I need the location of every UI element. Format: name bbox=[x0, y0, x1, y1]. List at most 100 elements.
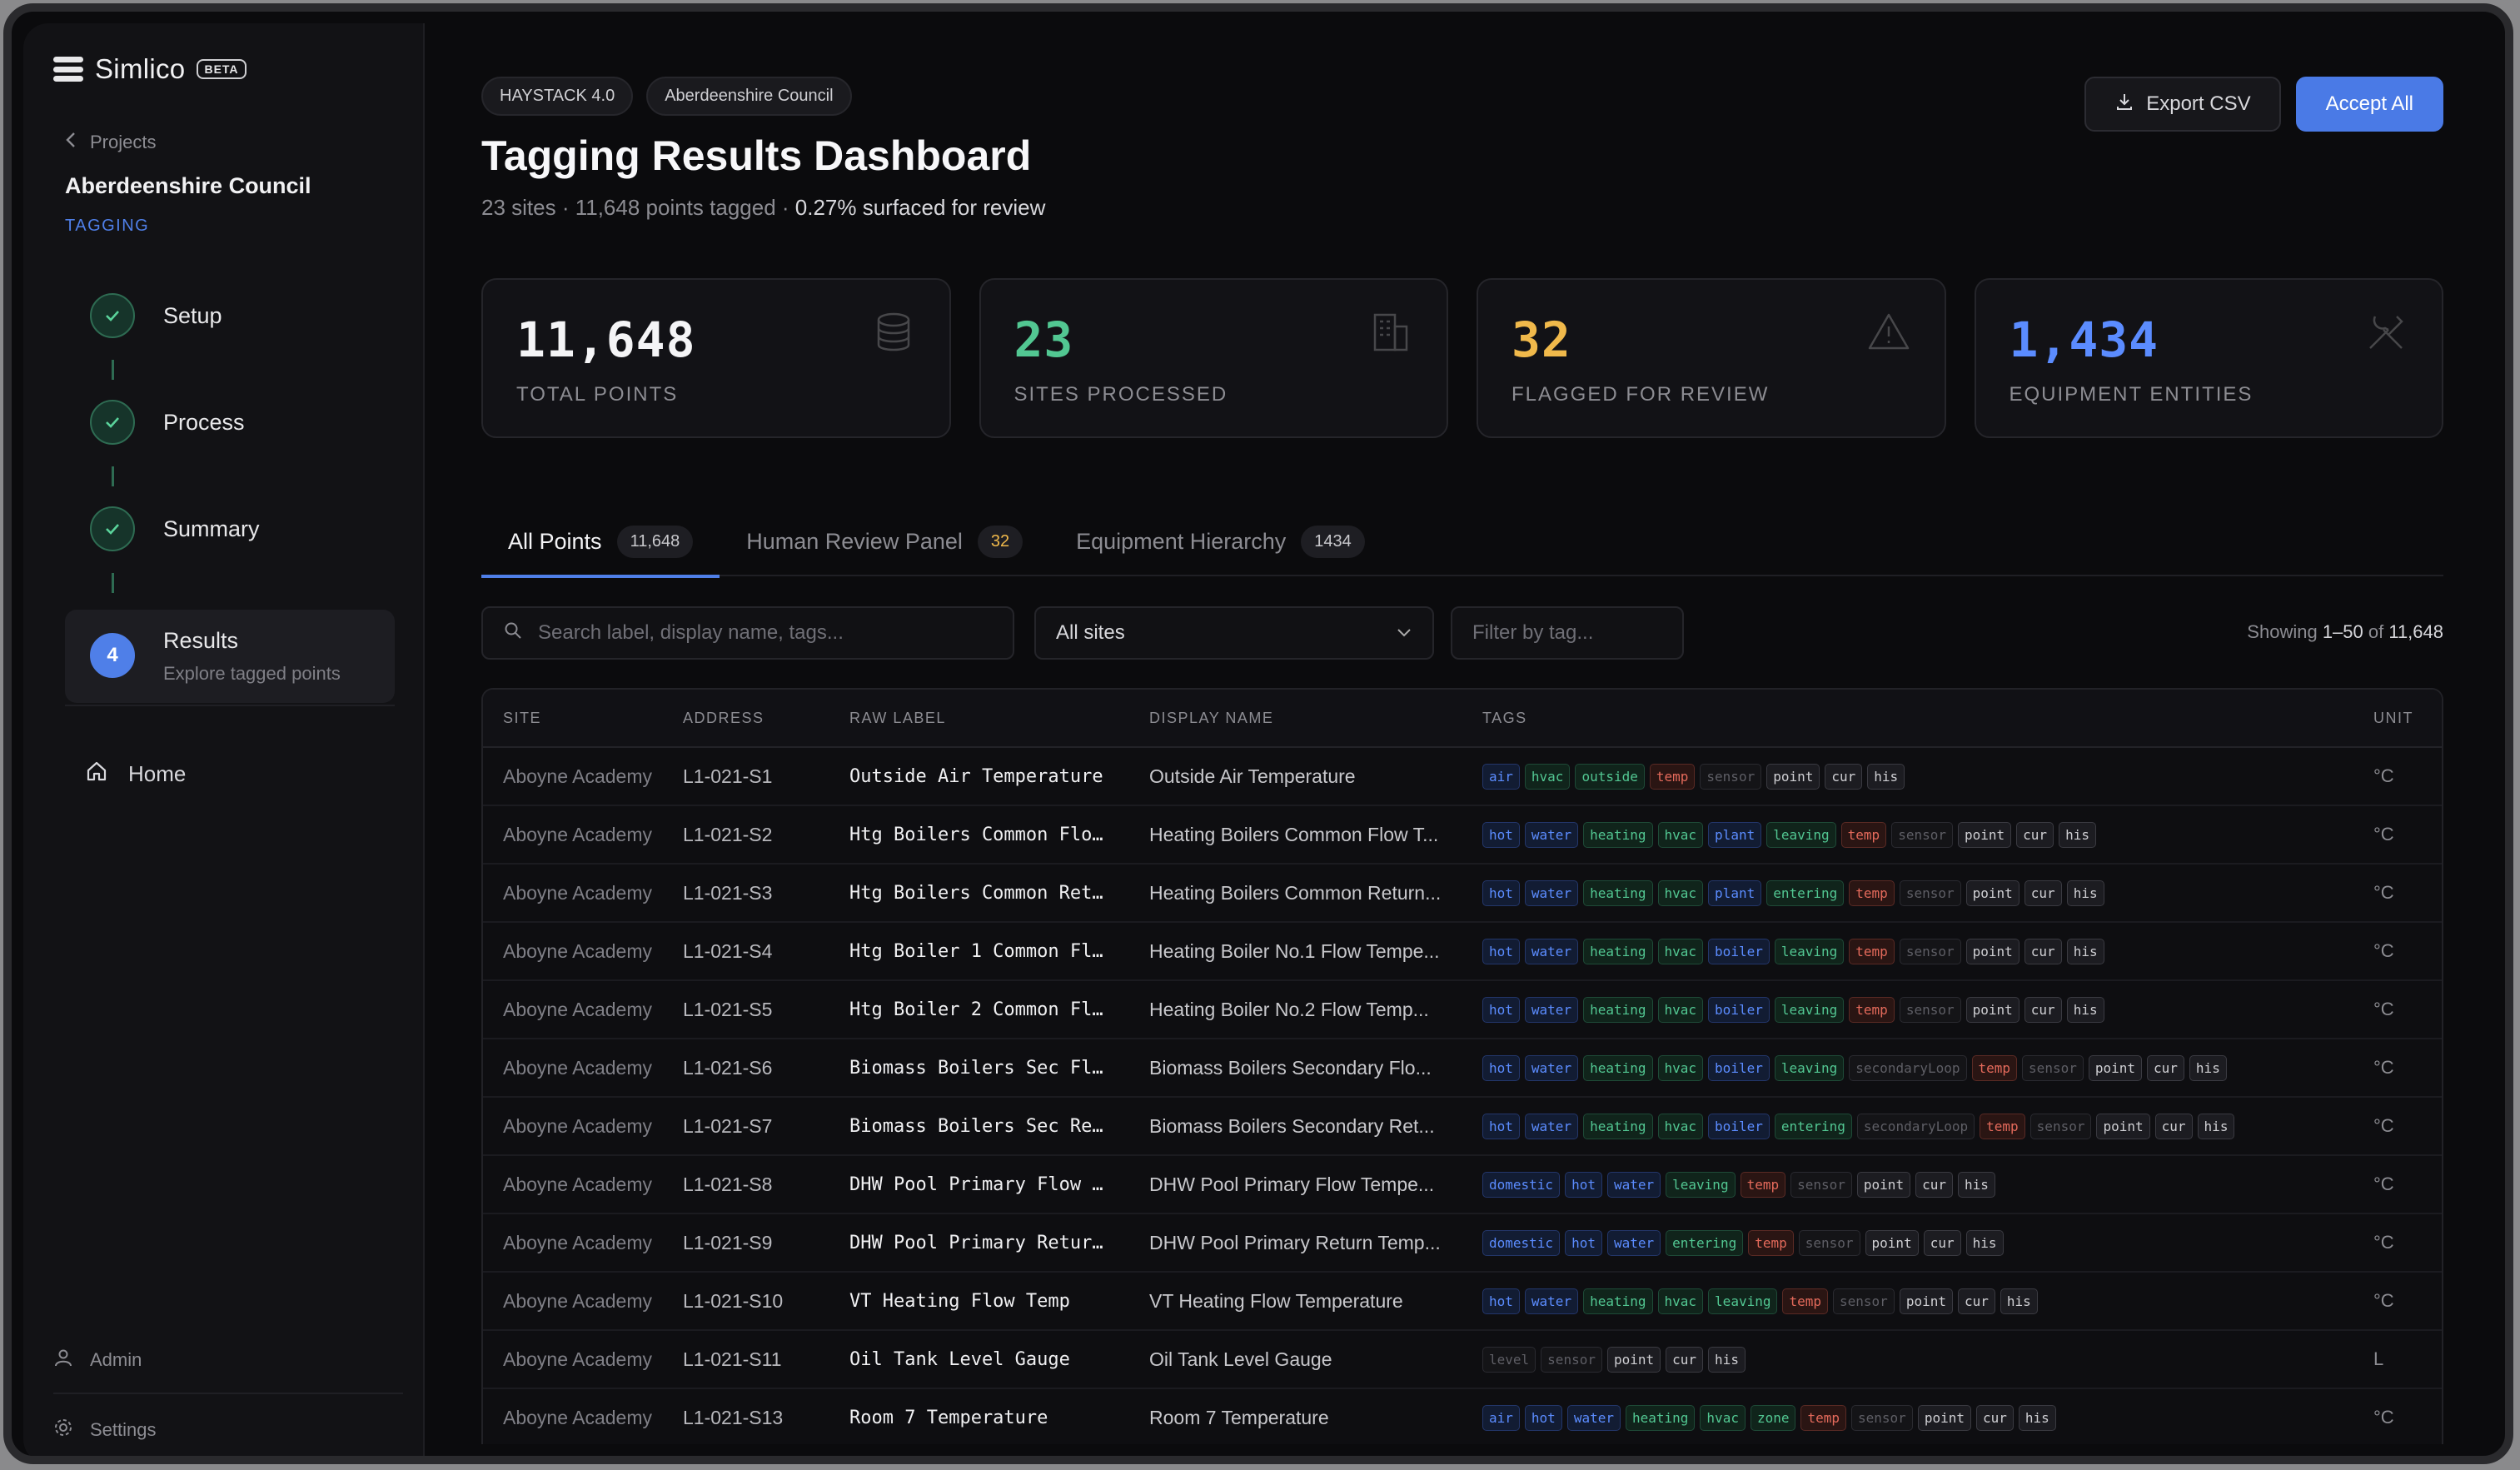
settings-nav-item[interactable]: Settings bbox=[53, 1418, 157, 1443]
column-header-address[interactable]: ADDRESS bbox=[683, 709, 764, 726]
tag-chip[interactable]: point bbox=[1965, 996, 2019, 1023]
tag-chip[interactable]: cur bbox=[1825, 763, 1863, 790]
tag-chip[interactable]: heating bbox=[1583, 880, 1653, 906]
tag-chip[interactable]: hot bbox=[1482, 1054, 1520, 1081]
tag-chip[interactable]: point bbox=[1865, 1229, 1919, 1256]
tag-chip[interactable]: heating bbox=[1583, 938, 1653, 964]
tag-chip[interactable]: temp bbox=[1849, 996, 1895, 1023]
tab-equipment-hierarchy[interactable]: Equipment Hierarchy 1434 bbox=[1049, 506, 1392, 576]
tag-chip[interactable]: hvac bbox=[1657, 1113, 1704, 1139]
tag-chip[interactable]: his bbox=[1867, 763, 1905, 790]
tag-chip[interactable]: heating bbox=[1583, 1054, 1653, 1081]
tag-chip[interactable]: hvac bbox=[1700, 1404, 1746, 1431]
tag-chip[interactable]: sensor bbox=[2029, 1113, 2092, 1139]
tag-chip[interactable]: water bbox=[1606, 1229, 1661, 1256]
column-header-site[interactable]: SITE bbox=[503, 709, 542, 726]
back-to-projects-link[interactable]: Projects bbox=[65, 132, 156, 153]
tag-chip[interactable]: temp bbox=[1748, 1229, 1794, 1256]
column-header-display-name[interactable]: DISPLAY NAME bbox=[1149, 709, 1274, 726]
tag-chip[interactable]: hot bbox=[1482, 821, 1520, 848]
tag-chip[interactable]: his bbox=[1965, 1229, 2004, 1256]
table-row[interactable]: Aboyne Academy L1-021-S8 DHW Pool Primary … bbox=[483, 1156, 2442, 1214]
tag-chip[interactable]: hot bbox=[1482, 996, 1520, 1023]
tag-chip[interactable]: leaving bbox=[1774, 996, 1845, 1023]
step-setup[interactable]: Setup bbox=[65, 290, 395, 396]
logo[interactable]: Simlico BETA bbox=[53, 53, 247, 85]
tag-chip[interactable]: cur bbox=[1957, 1288, 1995, 1314]
tag-chip[interactable]: point bbox=[1766, 763, 1820, 790]
tag-chip[interactable]: domestic bbox=[1482, 1229, 1561, 1256]
tag-chip[interactable]: point bbox=[1856, 1171, 1911, 1198]
tag-chip[interactable]: temp bbox=[1980, 1113, 2025, 1139]
tag-chip[interactable]: entering bbox=[1766, 880, 1845, 906]
tab-human-review[interactable]: Human Review Panel 32 bbox=[720, 506, 1049, 576]
tag-chip[interactable]: sensor bbox=[1899, 880, 1961, 906]
tag-chip[interactable]: temp bbox=[1782, 1288, 1829, 1314]
tag-chip[interactable]: his bbox=[2066, 996, 2104, 1023]
accept-all-button[interactable]: Accept All bbox=[2295, 77, 2443, 132]
tag-chip[interactable]: hvac bbox=[1657, 1054, 1704, 1081]
tag-chip[interactable]: cur bbox=[2154, 1113, 2193, 1139]
admin-nav-item[interactable]: Admin bbox=[53, 1348, 142, 1373]
tag-chip[interactable]: outside bbox=[1575, 763, 1645, 790]
tag-chip[interactable]: point bbox=[1899, 1288, 1953, 1314]
tag-chip[interactable]: point bbox=[1917, 1404, 1971, 1431]
tag-chip[interactable]: cur bbox=[1923, 1229, 1961, 1256]
column-header-raw-label[interactable]: RAW LABEL bbox=[849, 709, 946, 726]
tag-chip[interactable]: hvac bbox=[1657, 821, 1704, 848]
tag-chip[interactable]: point bbox=[2096, 1113, 2150, 1139]
site-select[interactable]: All sites bbox=[1034, 606, 1434, 660]
tag-chip[interactable]: hot bbox=[1482, 1288, 1520, 1314]
tag-chip[interactable]: heating bbox=[1625, 1404, 1696, 1431]
tag-chip[interactable]: hot bbox=[1565, 1171, 1602, 1198]
tag-chip[interactable]: water bbox=[1524, 1113, 1579, 1139]
table-row[interactable]: Aboyne Academy L1-021-S1 Outside Air Tempe… bbox=[483, 748, 2442, 806]
tag-chip[interactable]: point bbox=[2088, 1054, 2143, 1081]
step-process[interactable]: Process bbox=[65, 396, 395, 503]
tag-chip[interactable]: temp bbox=[1840, 821, 1887, 848]
tag-chip[interactable]: hot bbox=[1482, 880, 1520, 906]
tag-chip[interactable]: entering bbox=[1774, 1113, 1852, 1139]
tag-chip[interactable]: leaving bbox=[1774, 938, 1845, 964]
tag-chip[interactable]: hvac bbox=[1524, 763, 1571, 790]
tag-chip[interactable]: hvac bbox=[1657, 996, 1704, 1023]
tag-chip[interactable]: sensor bbox=[1891, 821, 1953, 848]
tag-chip[interactable]: level bbox=[1482, 1346, 1536, 1373]
tag-chip[interactable]: leaving bbox=[1774, 1054, 1845, 1081]
tag-chip[interactable]: plant bbox=[1708, 880, 1762, 906]
table-row[interactable]: Aboyne Academy L1-021-S3 Htg Boilers Commo… bbox=[483, 865, 2442, 923]
tag-chip[interactable]: cur bbox=[2024, 938, 2062, 964]
tag-chip[interactable]: temp bbox=[1971, 1054, 2018, 1081]
tag-chip[interactable]: point bbox=[1965, 938, 2019, 964]
tag-chip[interactable]: his bbox=[2066, 938, 2104, 964]
tag-chip[interactable]: hvac bbox=[1657, 1288, 1704, 1314]
tag-chip[interactable]: sensor bbox=[1541, 1346, 1602, 1373]
tag-chip[interactable]: cur bbox=[2147, 1054, 2184, 1081]
tag-chip[interactable]: his bbox=[2059, 821, 2096, 848]
tag-chip[interactable]: hvac bbox=[1657, 938, 1704, 964]
tag-chip[interactable]: sensor bbox=[1899, 996, 1961, 1023]
tag-chip[interactable]: leaving bbox=[1708, 1288, 1778, 1314]
export-csv-button[interactable]: Export CSV bbox=[2084, 77, 2281, 132]
tag-chip[interactable]: hot bbox=[1482, 1113, 1520, 1139]
tag-chip[interactable]: domestic bbox=[1482, 1171, 1561, 1198]
tag-chip[interactable]: water bbox=[1566, 1404, 1621, 1431]
tag-chip[interactable]: water bbox=[1524, 996, 1579, 1023]
tag-chip[interactable]: hot bbox=[1565, 1229, 1602, 1256]
tag-chip[interactable]: hot bbox=[1482, 938, 1520, 964]
tag-chip[interactable]: water bbox=[1524, 821, 1579, 848]
tag-chip[interactable]: his bbox=[2066, 880, 2104, 906]
search-input[interactable]: Search label, display name, tags... bbox=[481, 606, 1014, 660]
table-row[interactable]: Aboyne Academy L1-021-S2 Htg Boilers Commo… bbox=[483, 806, 2442, 865]
table-row[interactable]: Aboyne Academy L1-021-S5 Htg Boiler 2 Comm… bbox=[483, 981, 2442, 1039]
tag-chip[interactable]: cur bbox=[2024, 880, 2062, 906]
tag-chip[interactable]: sensor bbox=[1833, 1288, 1895, 1314]
tag-chip[interactable]: point bbox=[1957, 821, 2012, 848]
tag-chip[interactable]: hot bbox=[1524, 1404, 1562, 1431]
table-row[interactable]: Aboyne Academy L1-021-S13 Room 7 Temperatu… bbox=[483, 1389, 2442, 1444]
tag-chip[interactable]: air bbox=[1482, 763, 1520, 790]
tag-chip[interactable]: heating bbox=[1583, 996, 1653, 1023]
tag-chip[interactable]: heating bbox=[1583, 1113, 1653, 1139]
tag-chip[interactable]: sensor bbox=[1700, 763, 1762, 790]
tag-chip[interactable]: boiler bbox=[1708, 1113, 1770, 1139]
